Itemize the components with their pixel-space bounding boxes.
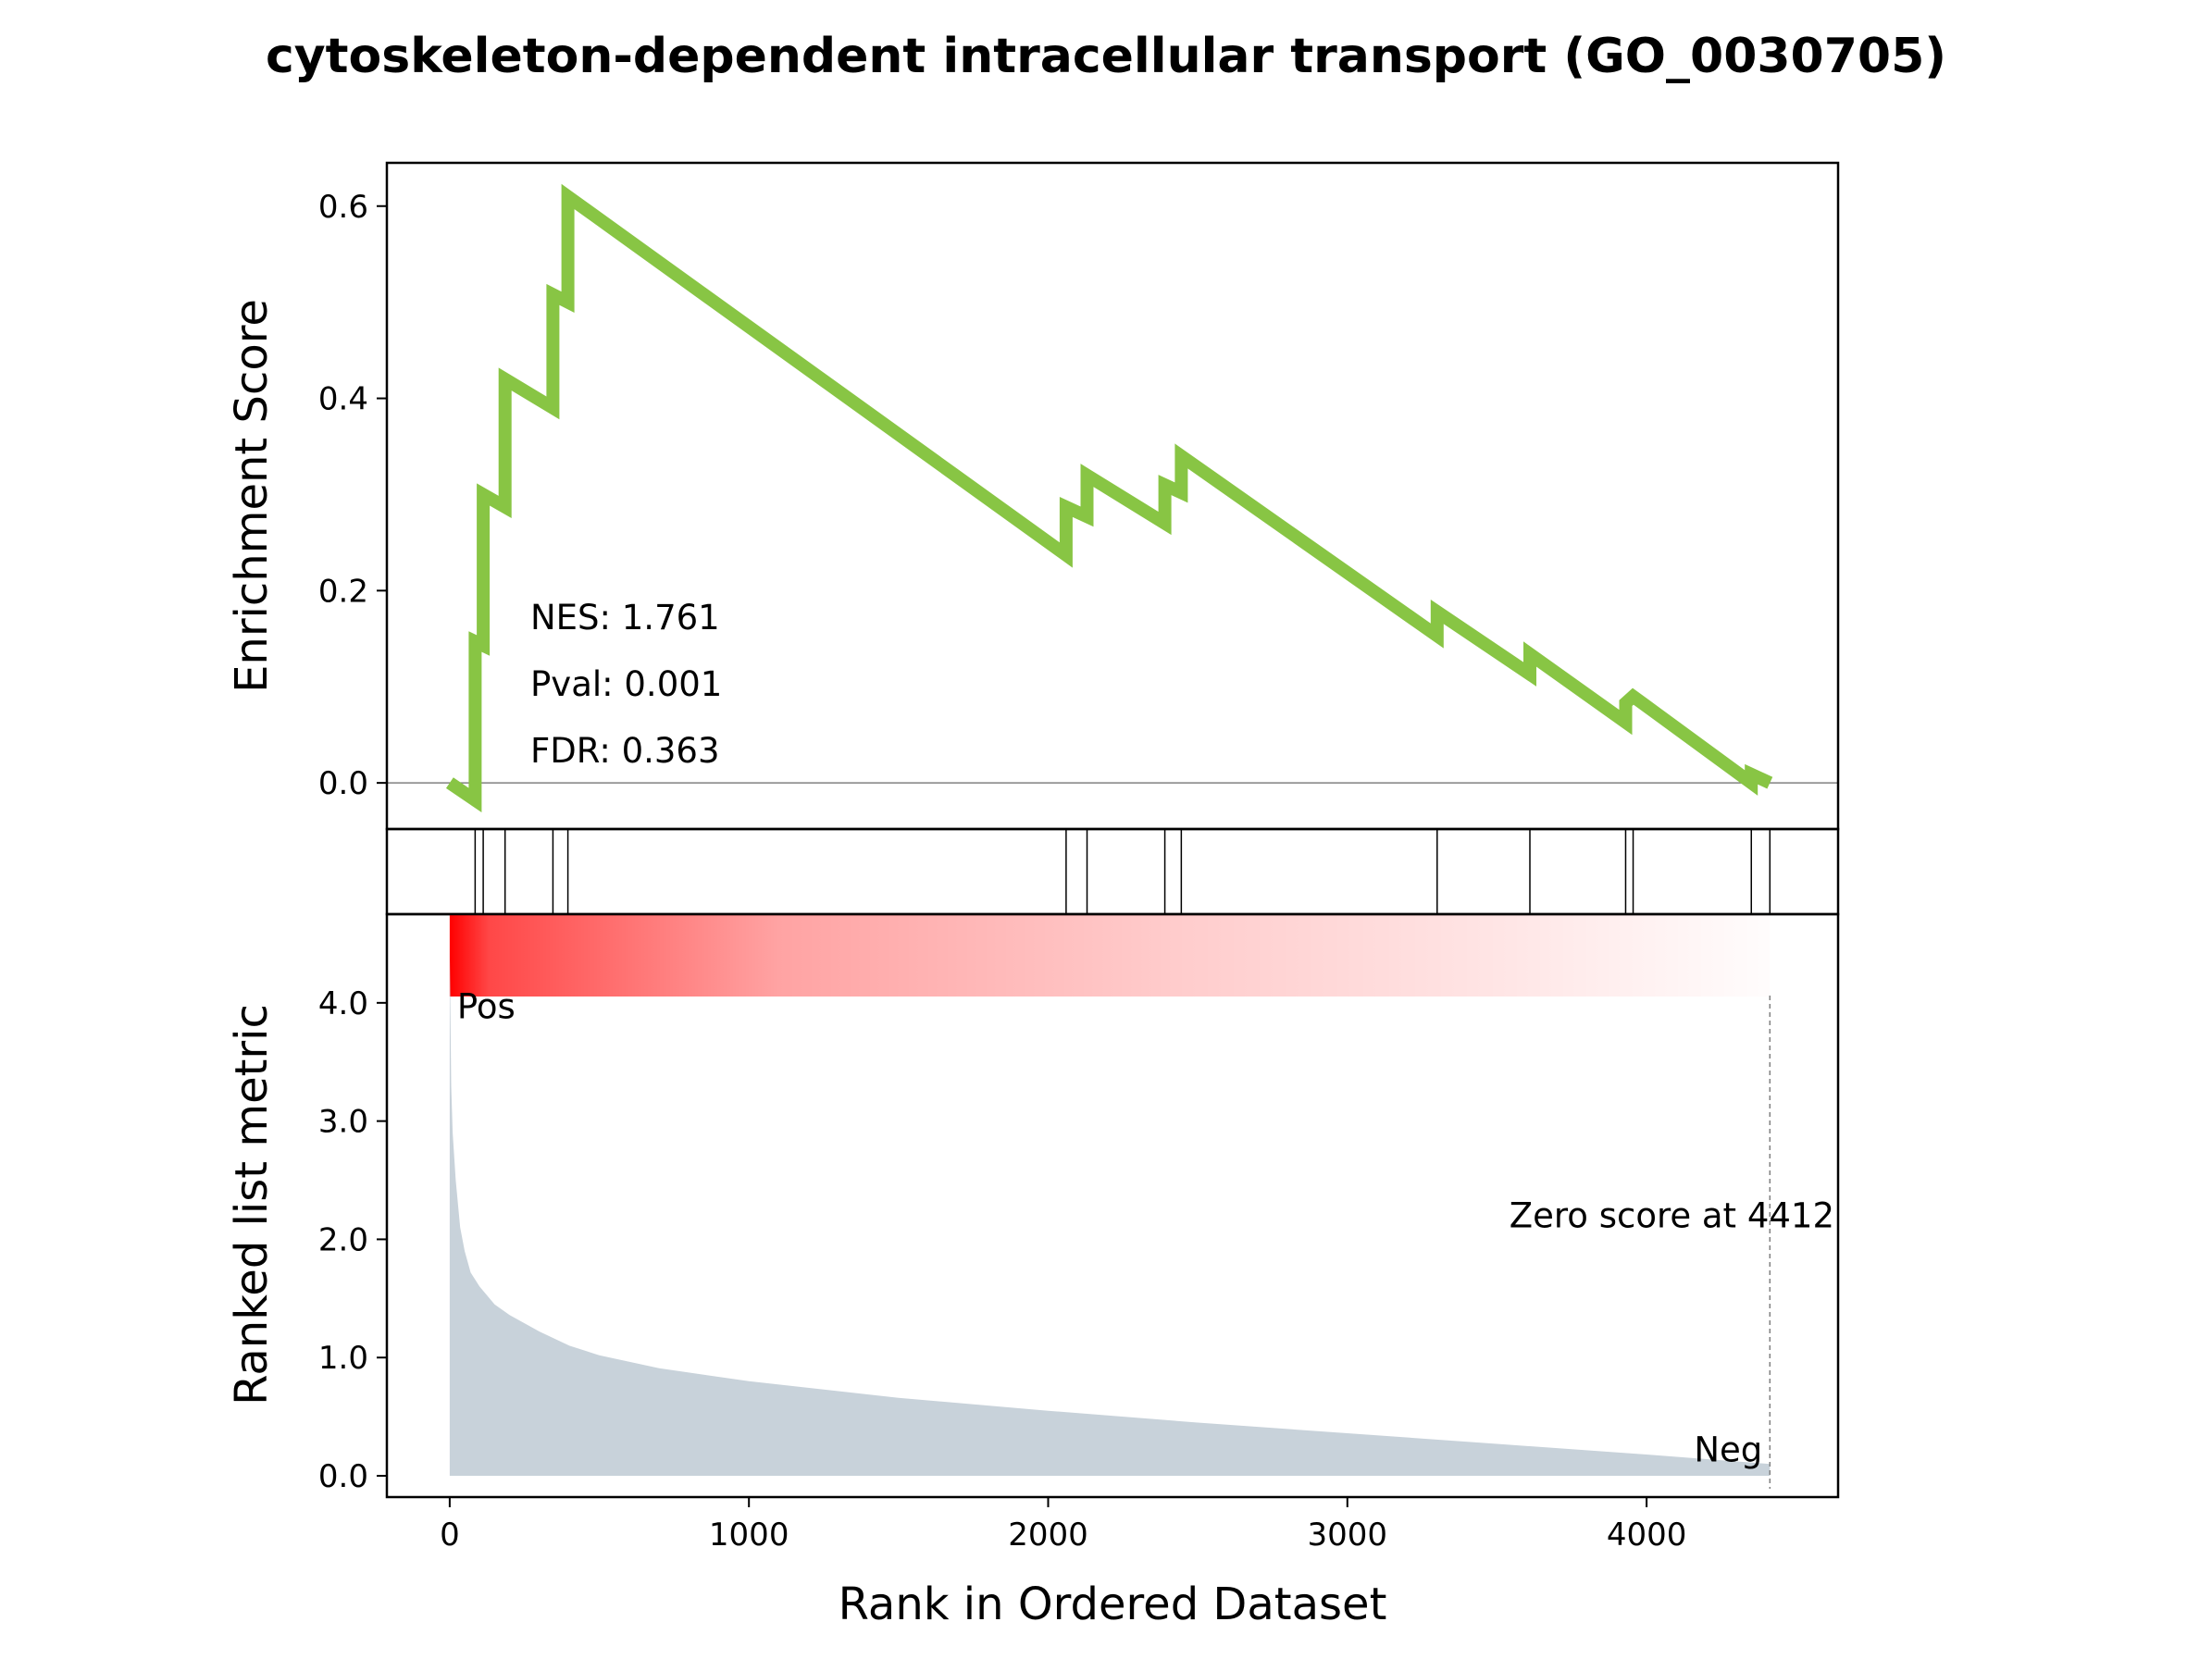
rank-y-tick-label: 4.0	[318, 985, 368, 1022]
es-y-tick-label: 0.6	[318, 189, 368, 226]
neg-label: Neg	[1694, 1430, 1762, 1470]
hits-panel	[385, 827, 1840, 916]
es-annotation: NES: 1.761	[530, 598, 720, 638]
es-annotation: Pval: 0.001	[530, 664, 722, 704]
es-annotation: FDR: 0.363	[530, 731, 720, 771]
hit-lines	[474, 829, 1771, 914]
hits-panel-frame	[385, 827, 1840, 916]
rank-y-tick-label: 3.0	[318, 1104, 368, 1141]
x-tick-label: 3000	[1308, 1517, 1388, 1554]
rank-y-tick-label: 1.0	[318, 1340, 368, 1377]
zero-score-label: Zero score at 4412	[1510, 1196, 1834, 1236]
es-y-tick-label: 0.2	[318, 573, 368, 610]
x-tick-label: 0	[440, 1517, 460, 1554]
es-y-axis-label: Enrichment Score	[226, 299, 278, 693]
x-tick-label: 2000	[1008, 1517, 1088, 1554]
es-panel: 0.0 0.2 0.4 0.6 NES: 1.761 Pval: 0.001 FDR: 0…	[226, 161, 1840, 831]
x-ticks: 0 1000 2000 3000 4000	[440, 1497, 1686, 1554]
chart-title: cytoskeleton-dependent intracellular tra…	[266, 29, 1946, 84]
es-y-ticks: 0.0 0.2 0.4 0.6	[318, 189, 387, 802]
x-tick-label: 4000	[1607, 1517, 1687, 1554]
rank-y-tick-label: 0.0	[318, 1458, 368, 1495]
x-axis-label: Rank in Ordered Dataset	[839, 1579, 1387, 1630]
es-y-tick-label: 0.4	[318, 381, 368, 418]
rank-heatmap-bar	[449, 914, 1771, 997]
es-annotations: NES: 1.761 Pval: 0.001 FDR: 0.363	[530, 598, 722, 771]
pos-label: Pos	[457, 986, 516, 1026]
rank-panel: 0.0 1.0 2.0 3.0 4.0 Pos Neg Zero score at 44…	[226, 912, 1840, 1499]
es-line	[445, 183, 1773, 813]
rank-y-axis-label: Ranked list metric	[226, 1004, 278, 1405]
rank-panel-frame	[385, 912, 1840, 1499]
x-tick-label: 1000	[709, 1517, 789, 1554]
rank-y-tick-label: 2.0	[318, 1221, 368, 1258]
rank-y-ticks: 0.0 1.0 2.0 3.0 4.0	[318, 985, 387, 1495]
es-y-tick-label: 0.0	[318, 765, 368, 802]
ranked-metric-area	[449, 946, 1771, 1476]
